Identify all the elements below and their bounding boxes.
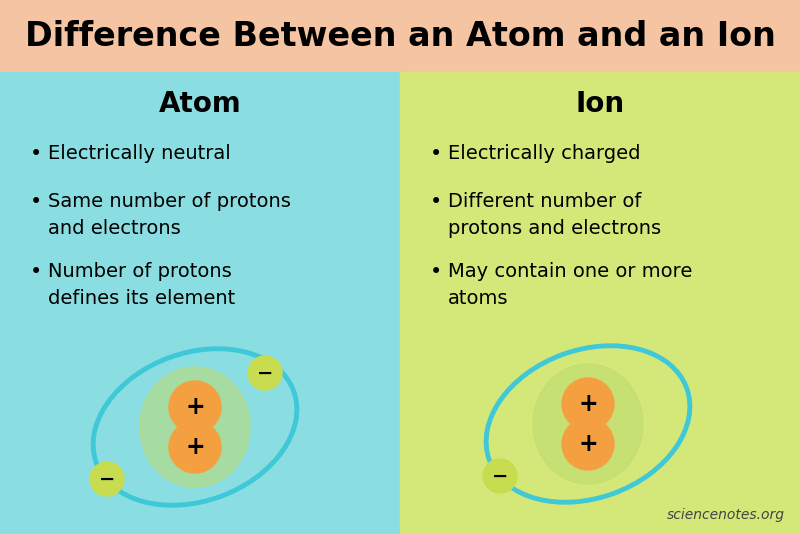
- Text: +: +: [185, 395, 205, 419]
- Text: Same number of protons
and electrons: Same number of protons and electrons: [48, 192, 291, 238]
- Circle shape: [562, 418, 614, 470]
- Text: •: •: [30, 192, 42, 212]
- Text: Atom: Atom: [158, 90, 242, 118]
- Text: sciencenotes.org: sciencenotes.org: [667, 508, 785, 522]
- Circle shape: [169, 421, 221, 473]
- Text: −: −: [492, 467, 508, 485]
- Text: −: −: [99, 469, 115, 489]
- Circle shape: [562, 378, 614, 430]
- Ellipse shape: [140, 367, 250, 487]
- Text: Ion: Ion: [575, 90, 625, 118]
- Text: −: −: [257, 364, 273, 382]
- Ellipse shape: [533, 364, 643, 484]
- Text: Electrically charged: Electrically charged: [448, 144, 641, 163]
- Text: Difference Between an Atom and an Ion: Difference Between an Atom and an Ion: [25, 20, 775, 52]
- Text: •: •: [30, 144, 42, 164]
- Text: Electrically neutral: Electrically neutral: [48, 144, 230, 163]
- Circle shape: [248, 356, 282, 390]
- Text: May contain one or more
atoms: May contain one or more atoms: [448, 262, 692, 308]
- Bar: [0, 72, 400, 534]
- Text: +: +: [578, 392, 598, 416]
- Bar: [400, 72, 800, 534]
- Text: Number of protons
defines its element: Number of protons defines its element: [48, 262, 235, 308]
- Circle shape: [90, 462, 124, 496]
- Text: +: +: [185, 435, 205, 459]
- Text: •: •: [430, 262, 442, 282]
- Text: •: •: [30, 262, 42, 282]
- Text: +: +: [578, 432, 598, 456]
- Circle shape: [483, 459, 517, 493]
- Text: Different number of
protons and electrons: Different number of protons and electron…: [448, 192, 661, 238]
- Circle shape: [169, 381, 221, 433]
- Bar: [0, 0, 800, 72]
- Text: •: •: [430, 192, 442, 212]
- Text: •: •: [430, 144, 442, 164]
